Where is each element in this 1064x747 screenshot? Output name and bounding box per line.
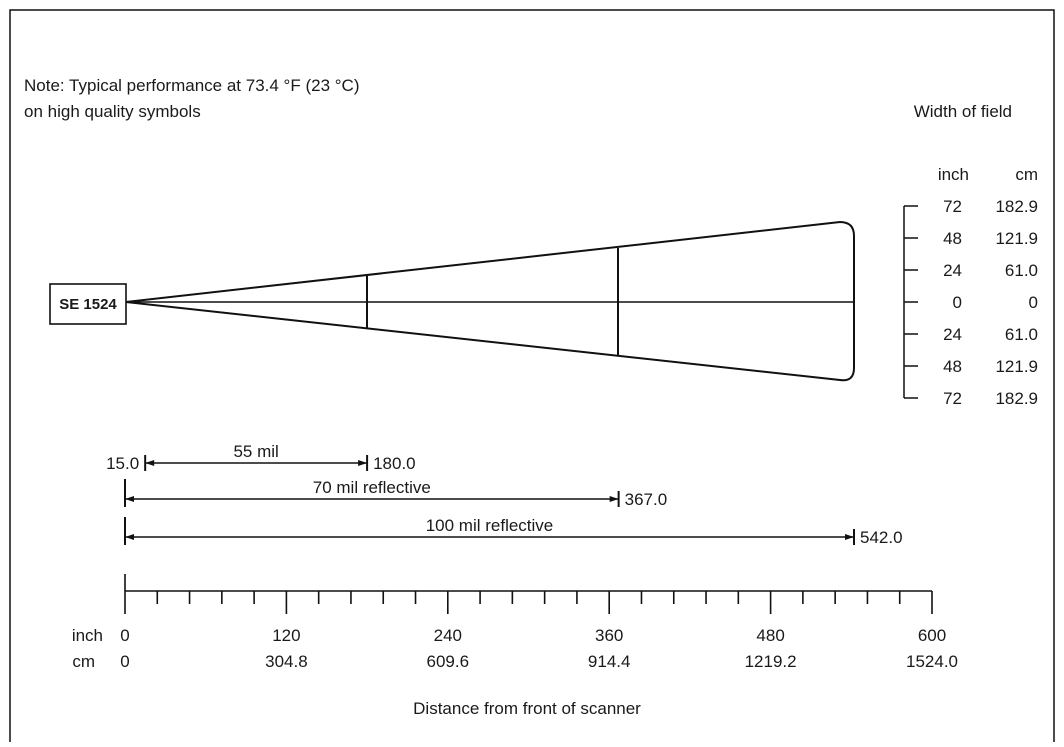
width-value-inch: 72: [943, 389, 962, 408]
range-bar-end-arrow: [609, 496, 619, 502]
width-value-cm: 61.0: [1005, 325, 1038, 344]
width-unit-inch: inch: [938, 165, 969, 184]
axis-tick-label-cm: 0: [120, 652, 129, 671]
range-bars: 15.0 180.0 55 mil 367.0 70 mil reflective 542…: [106, 442, 902, 547]
width-rows: 72 182.9 48 121.9 24 61.0 0 0 24 61.0 48 121.9 72 182…: [943, 197, 1038, 408]
width-of-field-title: Width of field: [914, 102, 1012, 121]
axis-tick-label-cm: 914.4: [588, 652, 631, 671]
width-value-inch: 72: [943, 197, 962, 216]
range-name-label: 55 mil: [233, 442, 278, 461]
axis-unit-inch: inch: [72, 626, 103, 645]
range-end-label: 367.0: [625, 490, 668, 509]
width-value-cm: 61.0: [1005, 261, 1038, 280]
axis-tick-label-inch: 360: [595, 626, 623, 645]
range-name-label: 100 mil reflective: [426, 516, 554, 535]
width-value-inch: 48: [943, 229, 962, 248]
note-line-1: Note: Typical performance at 73.4 °F (23…: [24, 76, 359, 95]
axis-tick-label-cm: 609.6: [427, 652, 470, 671]
axis-tick-label-inch: 0: [120, 626, 129, 645]
axis-tick-label-inch: 480: [756, 626, 784, 645]
axis-unit-cm: cm: [72, 652, 95, 671]
axis-tick-label-inch: 240: [434, 626, 462, 645]
range-end-label: 542.0: [860, 528, 903, 547]
width-value-cm: 121.9: [995, 229, 1038, 248]
range-bar-start-arrow: [125, 496, 134, 502]
scanner-label: SE 1524: [59, 296, 117, 313]
distance-axis: 0 0 120 304.8 240 609.6 360 914.4 480 1219.2 600 15…: [120, 574, 958, 671]
width-value-cm: 182.9: [995, 389, 1038, 408]
axis-title: Distance from front of scanner: [413, 699, 641, 718]
width-value-inch: 24: [943, 261, 962, 280]
axis-tick-label-cm: 1219.2: [745, 652, 797, 671]
scanner-box: [49, 283, 127, 325]
range-start-label: 15.0: [106, 454, 139, 473]
width-value-cm: 182.9: [995, 197, 1038, 216]
width-value-cm: 0: [1029, 293, 1038, 312]
axis-tick-label-cm: 304.8: [265, 652, 308, 671]
width-value-inch: 24: [943, 325, 962, 344]
note-line-2: on high quality symbols: [24, 102, 201, 121]
range-bar-start-arrow: [125, 534, 134, 540]
axis-tick-label-inch: 600: [918, 626, 946, 645]
range-bar: 367.0 70 mil reflective: [124, 478, 668, 509]
range-end-label: 180.0: [373, 454, 416, 473]
beam-outline: [125, 220, 855, 382]
range-bar-end-arrow: [358, 460, 368, 466]
frame-border: [9, 9, 1055, 742]
range-bar: 542.0 100 mil reflective: [124, 516, 903, 547]
range-bar: 15.0 180.0 55 mil: [106, 442, 416, 473]
width-unit-cm: cm: [1015, 165, 1038, 184]
width-value-inch: 48: [943, 357, 962, 376]
width-value-inch: 0: [953, 293, 962, 312]
scan-beam: [125, 220, 855, 382]
axis-tick-label-cm: 1524.0: [906, 652, 958, 671]
width-scale: [903, 205, 918, 399]
width-value-cm: 121.9: [995, 357, 1038, 376]
range-name-label: 70 mil reflective: [313, 478, 431, 497]
range-bar-start-arrow: [145, 460, 155, 466]
axis-tick-label-inch: 120: [272, 626, 300, 645]
range-bar-end-arrow: [844, 534, 854, 540]
